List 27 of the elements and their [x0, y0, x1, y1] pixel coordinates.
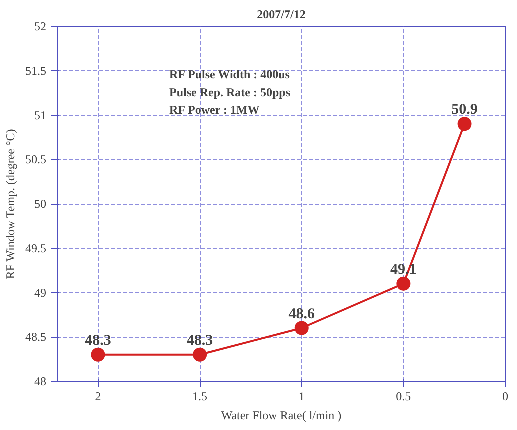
- point: [458, 117, 472, 132]
- x-tick-label: 2: [95, 390, 102, 404]
- y-tick-label: 48.5: [26, 330, 46, 344]
- y-tick-label: 52: [34, 20, 46, 34]
- data-label: 50.9: [452, 102, 478, 118]
- x-tick-label: 1: [298, 390, 305, 404]
- x-tick-label: 1.5: [192, 390, 208, 404]
- y-tick-label: 50: [34, 197, 46, 211]
- point: [294, 321, 309, 336]
- annotation: Pulse Rep. Rate : 50pps: [170, 85, 291, 100]
- annotation: RF Power : 1MW: [170, 103, 260, 118]
- y-tick-label: 49: [34, 286, 46, 300]
- y-tick-label: 49.5: [26, 241, 46, 256]
- annotation: RF Pulse Width : 400us: [170, 68, 290, 82]
- point: [396, 276, 411, 291]
- y-axis-title: RF Window Temp. (degree °C): [4, 129, 18, 280]
- y-tick-label: 51: [34, 108, 46, 122]
- point: [193, 348, 208, 362]
- x-axis-title: Water Flow Rate( l/min ): [221, 408, 342, 422]
- point: [91, 348, 106, 362]
- x-tick-label: 0: [502, 390, 508, 404]
- x-tick-label: 0.5: [396, 390, 412, 404]
- y-tick-label: 51.5: [26, 64, 46, 78]
- chart-title: 2007/7/12: [257, 8, 306, 22]
- y-tick-label: 50.5: [26, 152, 46, 167]
- y-tick-label: 48: [34, 374, 46, 388]
- data-label: 48.6: [288, 306, 316, 322]
